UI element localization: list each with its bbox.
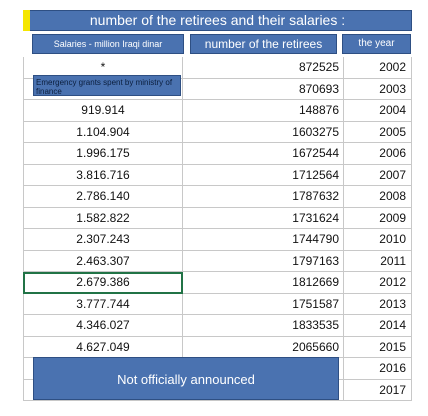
table-row: 3.777.744 1751587 2013 xyxy=(23,293,412,315)
year-cell[interactable]: 2017 xyxy=(344,379,412,401)
year-cell[interactable]: 2014 xyxy=(344,315,412,337)
retirees-cell[interactable]: 1797163 xyxy=(183,250,344,272)
year-cell[interactable]: 2005 xyxy=(344,121,412,143)
year-cell[interactable]: 2013 xyxy=(344,293,412,315)
retirees-cell[interactable]: 872525 xyxy=(183,57,344,79)
table-row: 2.786.140 1787632 2008 xyxy=(23,186,412,208)
year-cell[interactable]: 2009 xyxy=(344,207,412,229)
emergency-grants-note[interactable]: Emergency grants spent by ministry of fi… xyxy=(33,75,181,96)
table-row: 870693 2003 xyxy=(23,78,412,100)
retirees-cell[interactable] xyxy=(183,379,344,401)
table-row: 3.816.716 1712564 2007 xyxy=(23,164,412,186)
table-row: 2.679.386 1812669 2012 xyxy=(23,272,412,294)
year-cell[interactable]: 2015 xyxy=(344,336,412,358)
salary-cell[interactable]: 2.463.307 xyxy=(23,250,183,272)
header-retirees[interactable]: number of the retirees xyxy=(190,34,337,54)
retirees-cell[interactable]: 1812669 xyxy=(183,272,344,294)
salary-cell[interactable]: 1.582.822 xyxy=(23,207,183,229)
salary-cell[interactable]: 2.786.140 xyxy=(23,186,183,208)
year-cell[interactable]: 2002 xyxy=(344,57,412,79)
year-cell[interactable]: 2008 xyxy=(344,186,412,208)
table-row: 2.307.243 1744790 2010 xyxy=(23,229,412,251)
year-cell[interactable]: 2012 xyxy=(344,272,412,294)
retirees-cell[interactable]: 2065660 xyxy=(183,336,344,358)
retirees-cell[interactable]: 1603275 xyxy=(183,121,344,143)
header-year[interactable]: the year xyxy=(342,34,411,54)
retirees-cell[interactable]: 1672544 xyxy=(183,143,344,165)
retirees-cell[interactable]: 1751587 xyxy=(183,293,344,315)
retirees-cell[interactable]: 1833535 xyxy=(183,315,344,337)
retirees-cell[interactable]: 1712564 xyxy=(183,164,344,186)
year-cell[interactable]: 2007 xyxy=(344,164,412,186)
salary-cell[interactable]: 3.777.744 xyxy=(23,293,183,315)
table-row: 1.104.904 1603275 2005 xyxy=(23,121,412,143)
table-row: 919.914 148876 2004 xyxy=(23,100,412,122)
salary-cell[interactable]: 2.307.243 xyxy=(23,229,183,251)
salary-cell[interactable]: 4.627.049 xyxy=(23,336,183,358)
table-row: 4.346.027 1833535 2014 xyxy=(23,315,412,337)
year-cell[interactable]: 2004 xyxy=(344,100,412,122)
header-salaries[interactable]: Salaries - million Iraqi dinar xyxy=(32,34,184,54)
year-cell[interactable]: 2006 xyxy=(344,143,412,165)
salary-cell[interactable]: 1.104.904 xyxy=(23,121,183,143)
year-cell[interactable]: 2016 xyxy=(344,358,412,380)
table-title: number of the retirees and their salarie… xyxy=(23,10,412,31)
table-row: 1.582.822 1731624 2009 xyxy=(23,207,412,229)
salary-cell[interactable]: 3.816.716 xyxy=(23,164,183,186)
not-announced-note[interactable]: Not officially announced xyxy=(33,357,339,400)
salary-cell[interactable]: 2.679.386 xyxy=(23,272,183,294)
salary-cell[interactable]: 919.914 xyxy=(23,100,183,122)
salary-cell[interactable] xyxy=(23,78,183,100)
table-row: 2.463.307 1797163 2011 xyxy=(23,250,412,272)
table-row: 4.627.049 2065660 2015 xyxy=(23,336,412,358)
retirees-cell[interactable]: 870693 xyxy=(183,78,344,100)
table-row: 1.996.175 1672544 2006 xyxy=(23,143,412,165)
table-row: 2017 xyxy=(23,379,412,401)
retirees-cell[interactable]: 148876 xyxy=(183,100,344,122)
year-cell[interactable]: 2003 xyxy=(344,78,412,100)
salary-cell[interactable]: 1.996.175 xyxy=(23,143,183,165)
retirees-cell[interactable]: 1731624 xyxy=(183,207,344,229)
year-cell[interactable]: 2011 xyxy=(344,250,412,272)
year-cell[interactable]: 2010 xyxy=(344,229,412,251)
retirees-cell[interactable]: 1787632 xyxy=(183,186,344,208)
retirees-cell[interactable]: 1744790 xyxy=(183,229,344,251)
salary-cell[interactable]: 4.346.027 xyxy=(23,315,183,337)
yellow-marker xyxy=(23,10,30,31)
